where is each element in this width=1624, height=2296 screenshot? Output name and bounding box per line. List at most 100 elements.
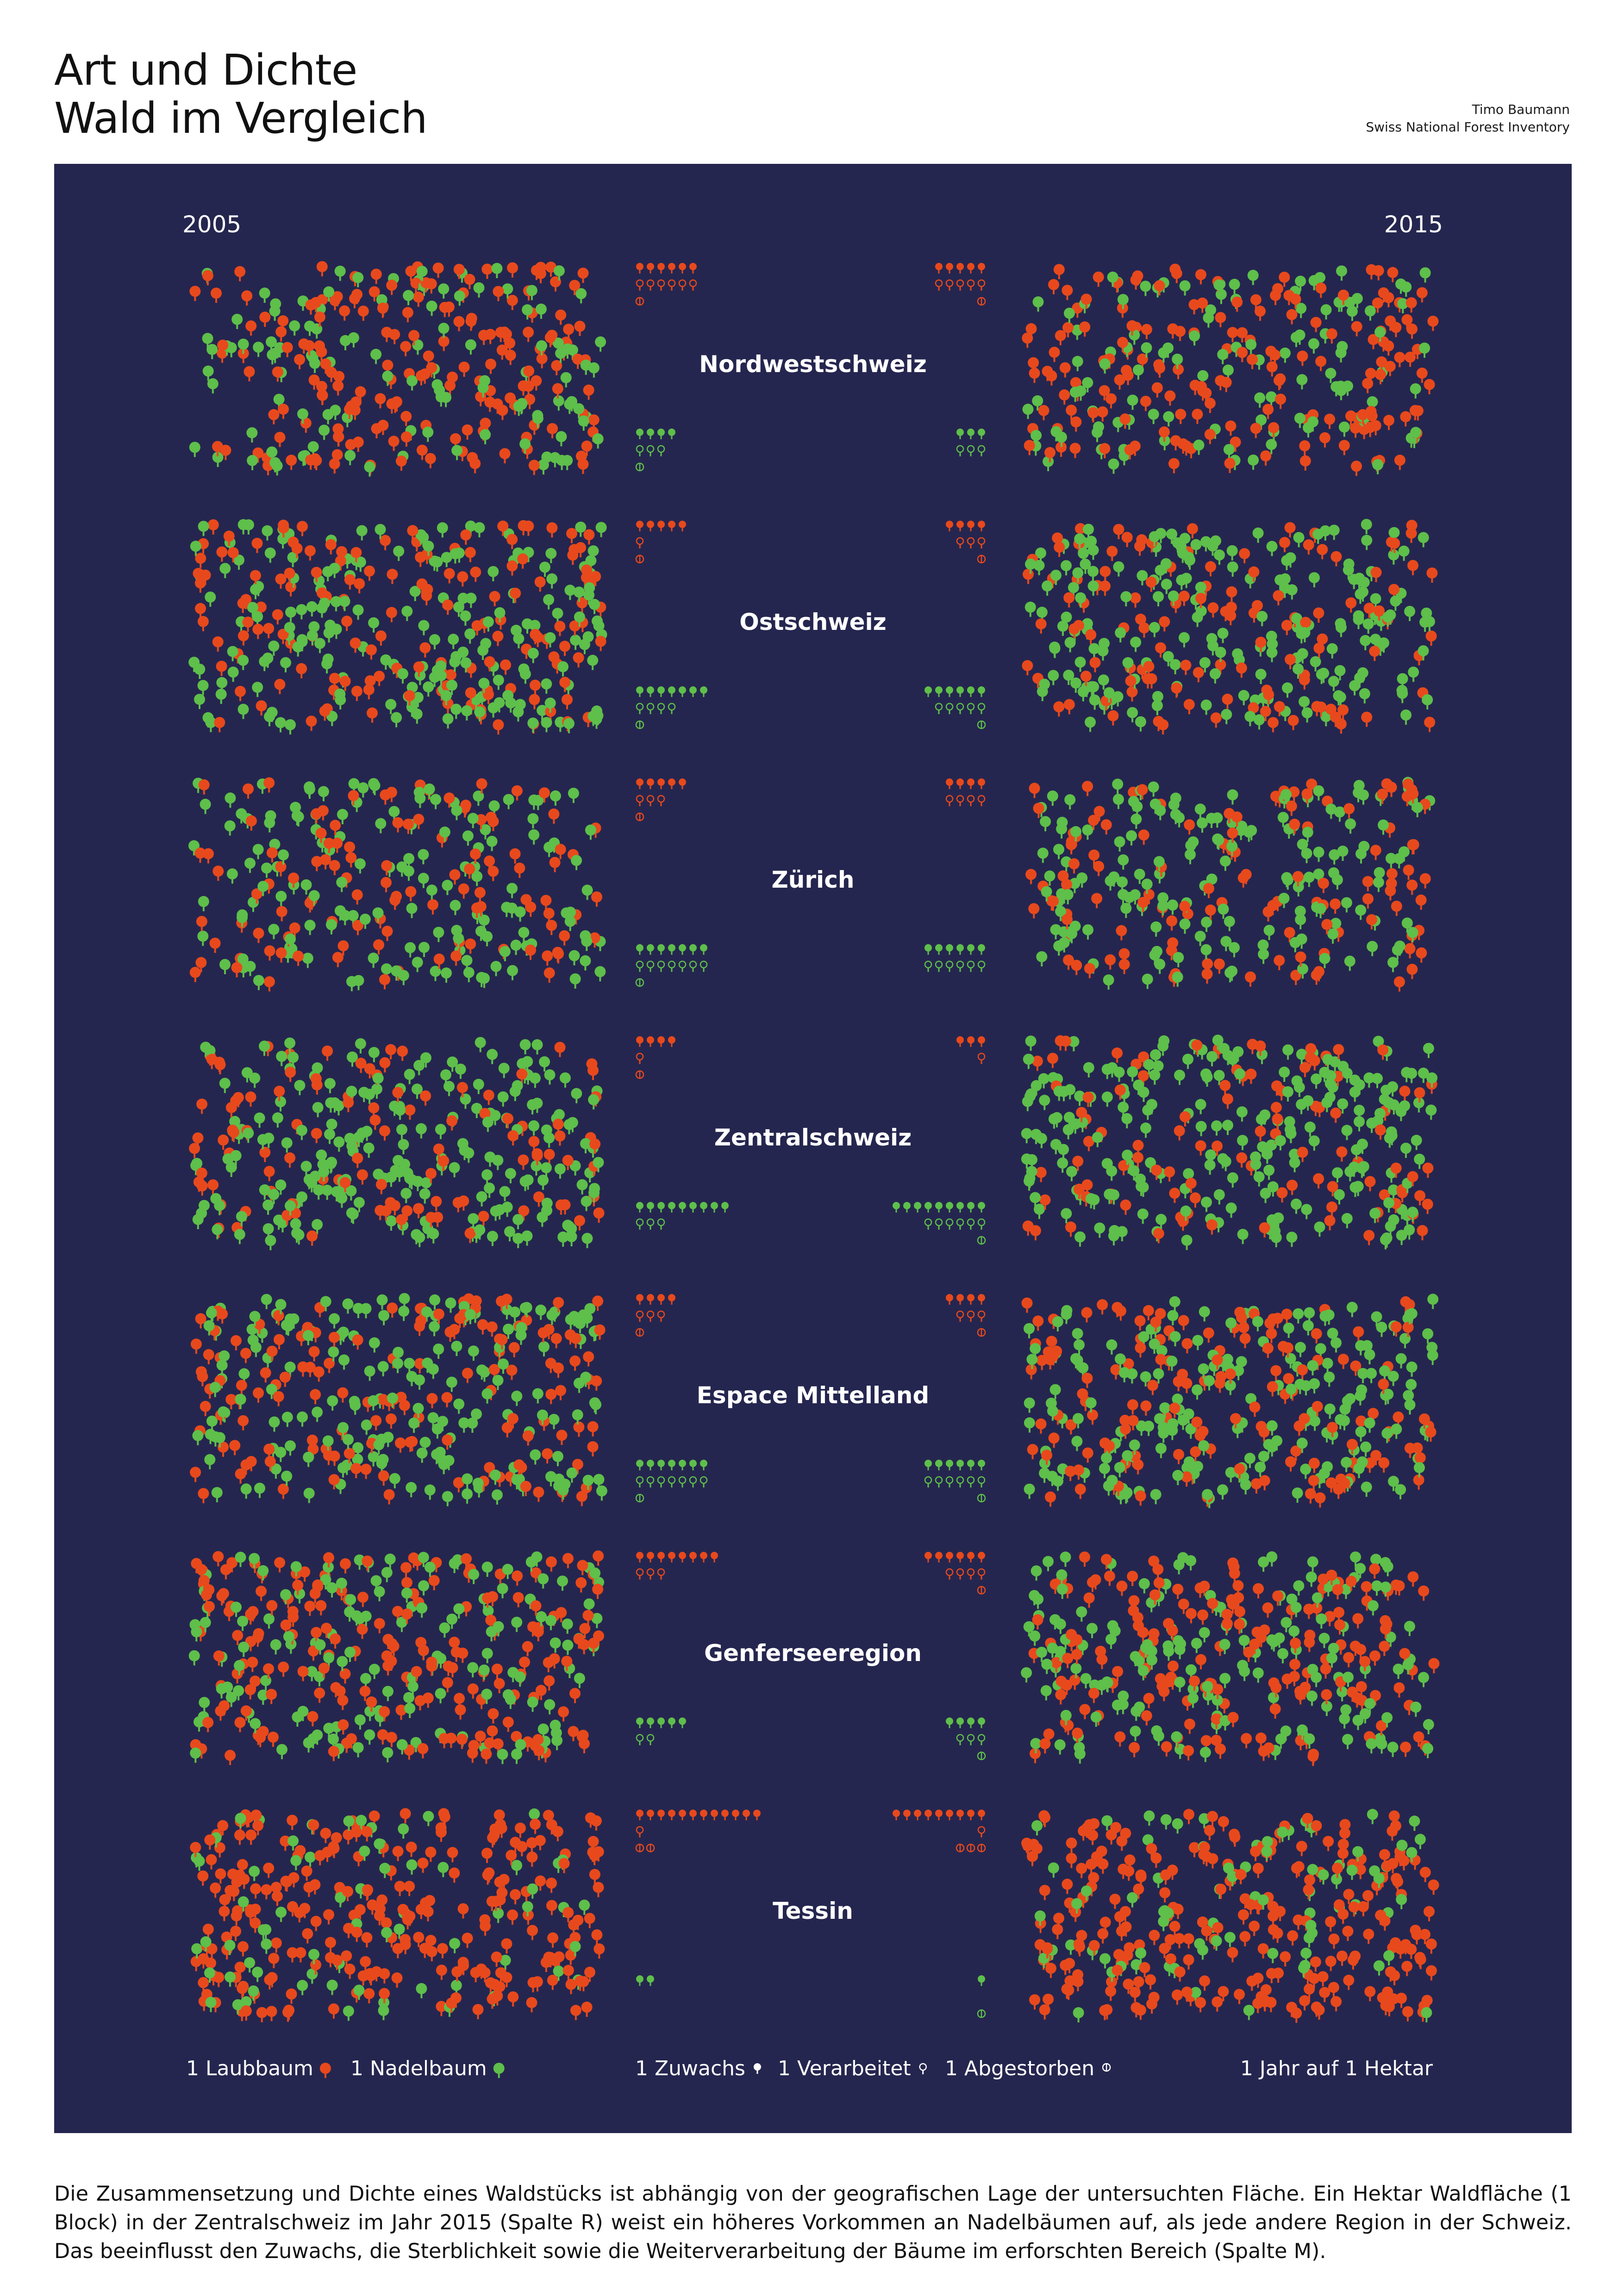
nadelbaum-mark-r1-2015-240 xyxy=(1252,527,1264,543)
laubbaum-mark-r2-2005-87 xyxy=(243,783,254,799)
verarbeitet-mark-r4-l-nadel-3 xyxy=(668,1476,676,1487)
zuwachs-mark-r1-r-laub-2 xyxy=(956,521,964,531)
laubbaum-mark-r0-2005-101 xyxy=(574,321,586,336)
laubbaum-mark-r6-2015-299 xyxy=(1249,1920,1260,1936)
nadelbaum-mark-r1-2005-135 xyxy=(474,522,485,538)
laubbaum-mark-r0-2015-196 xyxy=(1059,389,1070,405)
laubbaum-mark-r0-2015-251 xyxy=(1079,321,1091,337)
nadelbaum-mark-r5-2015-243 xyxy=(1040,1685,1052,1701)
nadelbaum-mark-r1-2005-293 xyxy=(544,697,556,713)
nadelbaum-mark-r0-2005-77 xyxy=(465,339,476,355)
zuwachs-mark-r3-r-nadel-7 xyxy=(903,1202,911,1213)
laubbaum-mark-r2-2005-99 xyxy=(548,808,560,824)
laubbaum-mark-r3-2015-104 xyxy=(1313,1173,1324,1188)
zuwachs-mark-r0-r-laub-1 xyxy=(967,263,974,274)
laubbaum-mark-r1-2005-138 xyxy=(497,520,509,536)
nadelbaum-mark-r0-2005-255 xyxy=(480,429,491,445)
nadelbaum-mark-r1-2015-191 xyxy=(1115,627,1126,643)
laubbaum-mark-r0-2015-144 xyxy=(1338,440,1350,455)
nadelbaum-mark-r1-2015-303 xyxy=(1120,591,1132,607)
laubbaum-mark-r0-2005-188 xyxy=(447,371,458,387)
zuwachs-mark-r1-l-laub-3 xyxy=(668,521,675,531)
nadelbaum-mark-r1-2005-290 xyxy=(450,651,462,666)
nadelbaum-mark-r4-2005-244 xyxy=(368,1395,379,1411)
nadelbaum-mark-r6-2005-221 xyxy=(449,1938,461,1954)
nadelbaum-mark-r2-2015-115 xyxy=(1194,803,1206,819)
laubbaum-mark-r4-2005-274 xyxy=(520,1481,531,1496)
laubbaum-mark-r2-2015-101 xyxy=(1406,964,1418,979)
laubbaum-mark-r0-2015-280 xyxy=(1028,357,1039,373)
nadelbaum-mark-r3-2015-139 xyxy=(1140,1122,1151,1138)
nadelbaum-mark-r0-2015-225 xyxy=(1372,459,1384,474)
laubbaum-mark-r1-2015-72 xyxy=(1407,560,1418,575)
nadelbaum-mark-r1-2015-268 xyxy=(1088,681,1099,697)
nadelbaum-mark-r5-2015-279 xyxy=(1174,1644,1186,1659)
nadelbaum-mark-r3-2015-287 xyxy=(1058,1144,1069,1159)
nadelbaum-mark-r4-2015-260 xyxy=(1355,1426,1367,1442)
laubbaum-mark-r0-2015-164 xyxy=(1197,297,1208,313)
laubbaum-mark-r6-2015-241 xyxy=(1039,2004,1050,2020)
zuwachs-mark-r2-r-nadel-5 xyxy=(924,944,932,955)
laubbaum-mark-r6-2015-335 xyxy=(1425,1938,1437,1954)
verarbeitet-mark-r4-l-laub-2 xyxy=(657,1310,665,1322)
nadelbaum-mark-r1-2005-127 xyxy=(409,585,421,601)
laubbaum-mark-r1-2005-338 xyxy=(566,528,577,543)
laubbaum-mark-r0-2015-6 xyxy=(1029,367,1040,383)
laubbaum-mark-r6-2015-222 xyxy=(1273,1967,1284,1983)
laubbaum-mark-r0-2015-68 xyxy=(1114,374,1125,390)
abgestorben-mark-r3-l-laub-0 xyxy=(635,1070,644,1079)
laubbaum-mark-r0-2015-55 xyxy=(1383,415,1394,430)
laubbaum-mark-r6-2005-164 xyxy=(530,1818,541,1834)
legend-abgestorben-label: 1 Abgestorben xyxy=(945,2057,1094,2080)
verarbeitet-mark-r1-l-nadel-1 xyxy=(646,703,655,714)
zuwachs-mark-r2-r-nadel-4 xyxy=(935,944,943,955)
laubbaum-mark-r0-2005-150 xyxy=(518,380,529,396)
verarbeitet-mark-r4-l-nadel-0 xyxy=(636,1476,644,1487)
nadelbaum-mark-r2-2005-216 xyxy=(268,924,280,940)
zuwachs-mark-r6-l-nadel-0 xyxy=(636,1975,643,1986)
laubbaum-mark-r1-2015-167 xyxy=(1274,701,1285,716)
nadelbaum-mark-r2-2005-63 xyxy=(441,967,452,983)
laubbaum-mark-r3-2005-237 xyxy=(356,1169,368,1185)
zuwachs-mark-r4-r-laub-0 xyxy=(978,1294,985,1305)
nadelbaum-mark-r2-2015-45 xyxy=(1155,805,1166,821)
laubbaum-mark-r0-2015-34 xyxy=(1168,458,1180,473)
nadelbaum-mark-r4-2015-328 xyxy=(1413,1462,1425,1478)
laubbaum-mark-r0-2005-241 xyxy=(281,342,293,357)
laubbaum-mark-r5-2015-288 xyxy=(1303,1604,1315,1619)
nadelbaum-mark-r5-2005-159 xyxy=(478,1664,490,1680)
nadelbaum-mark-r0-2015-31 xyxy=(1043,456,1054,472)
laubbaum-mark-r1-2005-188 xyxy=(363,684,375,700)
laubbaum-mark-r3-2015-132 xyxy=(1174,1125,1185,1141)
zuwachs-mark-r0-r-laub-2 xyxy=(956,263,964,274)
nadelbaum-mark-r4-2005-261 xyxy=(462,1488,473,1504)
nadelbaum-mark-r1-2005-299 xyxy=(334,688,346,704)
nadelbaum-mark-r2-2015-259 xyxy=(1047,790,1058,806)
nadelbaum-mark-r1-2015-196 xyxy=(1207,540,1218,556)
nadelbaum-mark-r2-2005-165 xyxy=(275,890,287,906)
laubbaum-mark-r1-2005-346 xyxy=(350,637,361,653)
nadelbaum-mark-r0-2015-227 xyxy=(1163,411,1174,427)
laubbaum-mark-r0-2015-184 xyxy=(1409,405,1421,420)
nadelbaum-mark-r1-2005-322 xyxy=(262,653,274,668)
nadelbaum-mark-r0-2005-94 xyxy=(575,288,587,304)
zuwachs-mark-r6-l-laub-4 xyxy=(679,1810,686,1820)
laubbaum-mark-r6-2015-39 xyxy=(1342,1925,1354,1941)
zuwachs-mark-r2-l-nadel-3 xyxy=(668,944,675,955)
laubbaum-mark-r1-2005-44 xyxy=(263,622,275,638)
laubbaum-mark-r4-2015-173 xyxy=(1281,1308,1293,1324)
nadelbaum-mark-r5-2005-172 xyxy=(511,1617,523,1632)
nadelbaum-mark-r1-2015-221 xyxy=(1266,647,1278,662)
laubbaum-mark-r4-2005-207 xyxy=(556,1430,568,1445)
nadelbaum-mark-r2-2015-97 xyxy=(1142,973,1153,989)
verarbeitet-mark-r0-r-laub-2 xyxy=(956,279,964,291)
laubbaum-mark-r6-2005-74 xyxy=(394,1880,406,1896)
laubbaum-mark-r3-2015-277 xyxy=(1047,1052,1058,1068)
laubbaum-mark-r0-2015-18 xyxy=(1173,364,1184,380)
nadelbaum-mark-r0-2015-20 xyxy=(1222,364,1234,380)
laubbaum-mark-r0-2005-176 xyxy=(469,458,481,473)
laubbaum-mark-r5-2015-338 xyxy=(1332,1584,1343,1599)
laubbaum-mark-r1-2015-200 xyxy=(1210,712,1222,728)
nadelbaum-mark-r6-2015-313 xyxy=(1243,2004,1255,2020)
laubbaum-mark-r6-2005-84 xyxy=(237,1941,249,1957)
